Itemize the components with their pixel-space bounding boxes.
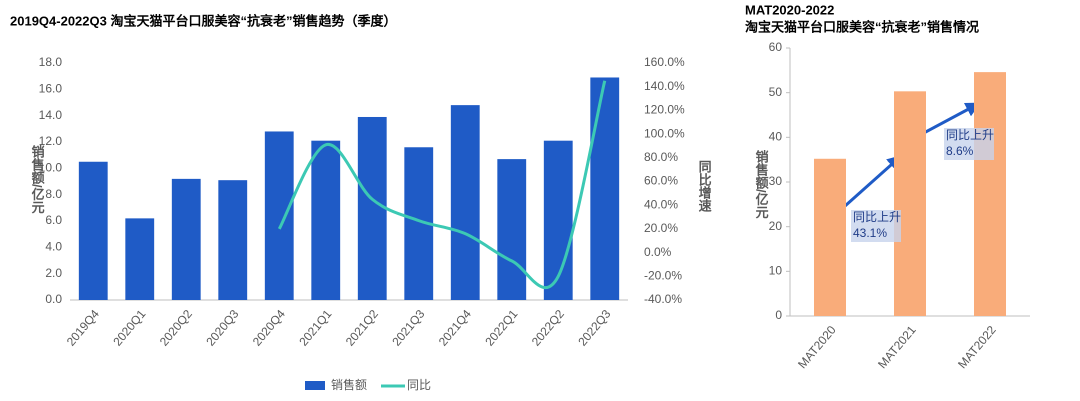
y2-tick-label: -20.0% <box>644 268 682 282</box>
y2-tick-label: 40.0% <box>644 197 678 211</box>
x-tick-label: 2021Q3 <box>389 307 427 349</box>
y-tick-label: 0.0 <box>45 292 62 306</box>
x-tick-label: MAT2021 <box>875 323 919 371</box>
x-tick-label: 2021Q4 <box>436 307 474 349</box>
bar <box>218 180 248 300</box>
y2-tick-label: 120.0% <box>644 103 685 117</box>
line <box>277 80 607 290</box>
y-tick-label: 10 <box>769 264 783 278</box>
y-tick-label: 2.0 <box>45 266 62 280</box>
y2-tick-label: 140.0% <box>644 79 685 93</box>
bar <box>974 72 1006 317</box>
y2-tick-label: -40.0% <box>644 292 682 306</box>
y-tick-label: 60 <box>769 40 783 54</box>
x-tick-label: 2020Q3 <box>203 307 241 349</box>
bar <box>814 158 846 316</box>
y-tick-label: 16.0 <box>39 82 63 96</box>
x-tick-label: 2022Q2 <box>529 307 567 349</box>
legend-label: 同比 <box>407 378 431 392</box>
x-tick-label: MAT2020 <box>795 323 839 371</box>
bar <box>894 91 926 317</box>
y2-tick-label: 60.0% <box>644 174 678 188</box>
x-tick-label: 2020Q4 <box>250 307 288 349</box>
bar <box>171 178 201 300</box>
annotation-text: 同比上升 <box>946 128 994 142</box>
y-tick-label: 30 <box>769 174 783 188</box>
y-tick-label: 40 <box>769 130 783 144</box>
chart-title: 2019Q4-2022Q3 淘宝天猫平台口服美容“抗衰老”销售趋势（季度） <box>10 13 396 28</box>
y-tick-label: 0 <box>775 308 782 322</box>
bar <box>78 161 108 300</box>
y2-tick-label: 80.0% <box>644 150 678 164</box>
x-tick-label: MAT2022 <box>955 323 999 371</box>
bar <box>590 77 620 300</box>
y-tick-label: 12.0 <box>39 134 63 148</box>
annotation-box <box>944 128 994 160</box>
bar <box>264 131 294 300</box>
y-axis-title: 销售额/亿元 <box>754 149 769 220</box>
legend-label: 销售额 <box>331 377 367 392</box>
bar <box>497 159 527 300</box>
annotation-box <box>851 210 901 242</box>
y-tick-label: 8.0 <box>45 187 62 201</box>
arrow <box>919 102 981 137</box>
y2-tick-label: 0.0% <box>644 245 672 259</box>
x-tick-label: 2020Q2 <box>157 307 195 349</box>
y-tick-label: 6.0 <box>45 213 62 227</box>
bar <box>450 105 480 300</box>
y-axis-title: 销售额/亿元 <box>30 144 45 215</box>
arrow <box>844 155 903 208</box>
y2-tick-label: 100.0% <box>644 126 685 140</box>
y2-axis-title: 同比增速 <box>697 160 712 213</box>
y-tick-label: 4.0 <box>45 240 62 254</box>
chart-title: MAT2020-2022 <box>745 2 834 17</box>
x-tick-label: 2021Q1 <box>296 307 334 349</box>
y-tick-label: 18.0 <box>39 55 63 69</box>
x-tick-label: 2019Q4 <box>64 307 102 349</box>
y2-tick-label: 20.0% <box>644 221 678 235</box>
x-tick-label: 2020Q1 <box>110 307 148 349</box>
y-tick-label: 20 <box>769 219 783 233</box>
bar <box>311 140 341 300</box>
legend-swatch <box>305 381 325 390</box>
y2-tick-label: 160.0% <box>644 55 685 69</box>
bar <box>357 116 387 300</box>
annotation-text: 同比上升 <box>853 210 901 224</box>
annotation-value: 8.6% <box>946 144 974 158</box>
x-tick-label: 2021Q2 <box>343 307 381 349</box>
y-tick-label: 10.0 <box>39 161 63 175</box>
chart-subtitle: 淘宝天猫平台口服美容“抗衰老”销售情况 <box>745 19 979 34</box>
y-tick-label: 50 <box>769 85 783 99</box>
x-tick-label: 2022Q3 <box>575 307 613 349</box>
y-tick-label: 14.0 <box>39 108 63 122</box>
x-tick-label: 2022Q1 <box>482 307 520 349</box>
annotation-value: 43.1% <box>853 226 887 240</box>
bar <box>125 218 155 300</box>
